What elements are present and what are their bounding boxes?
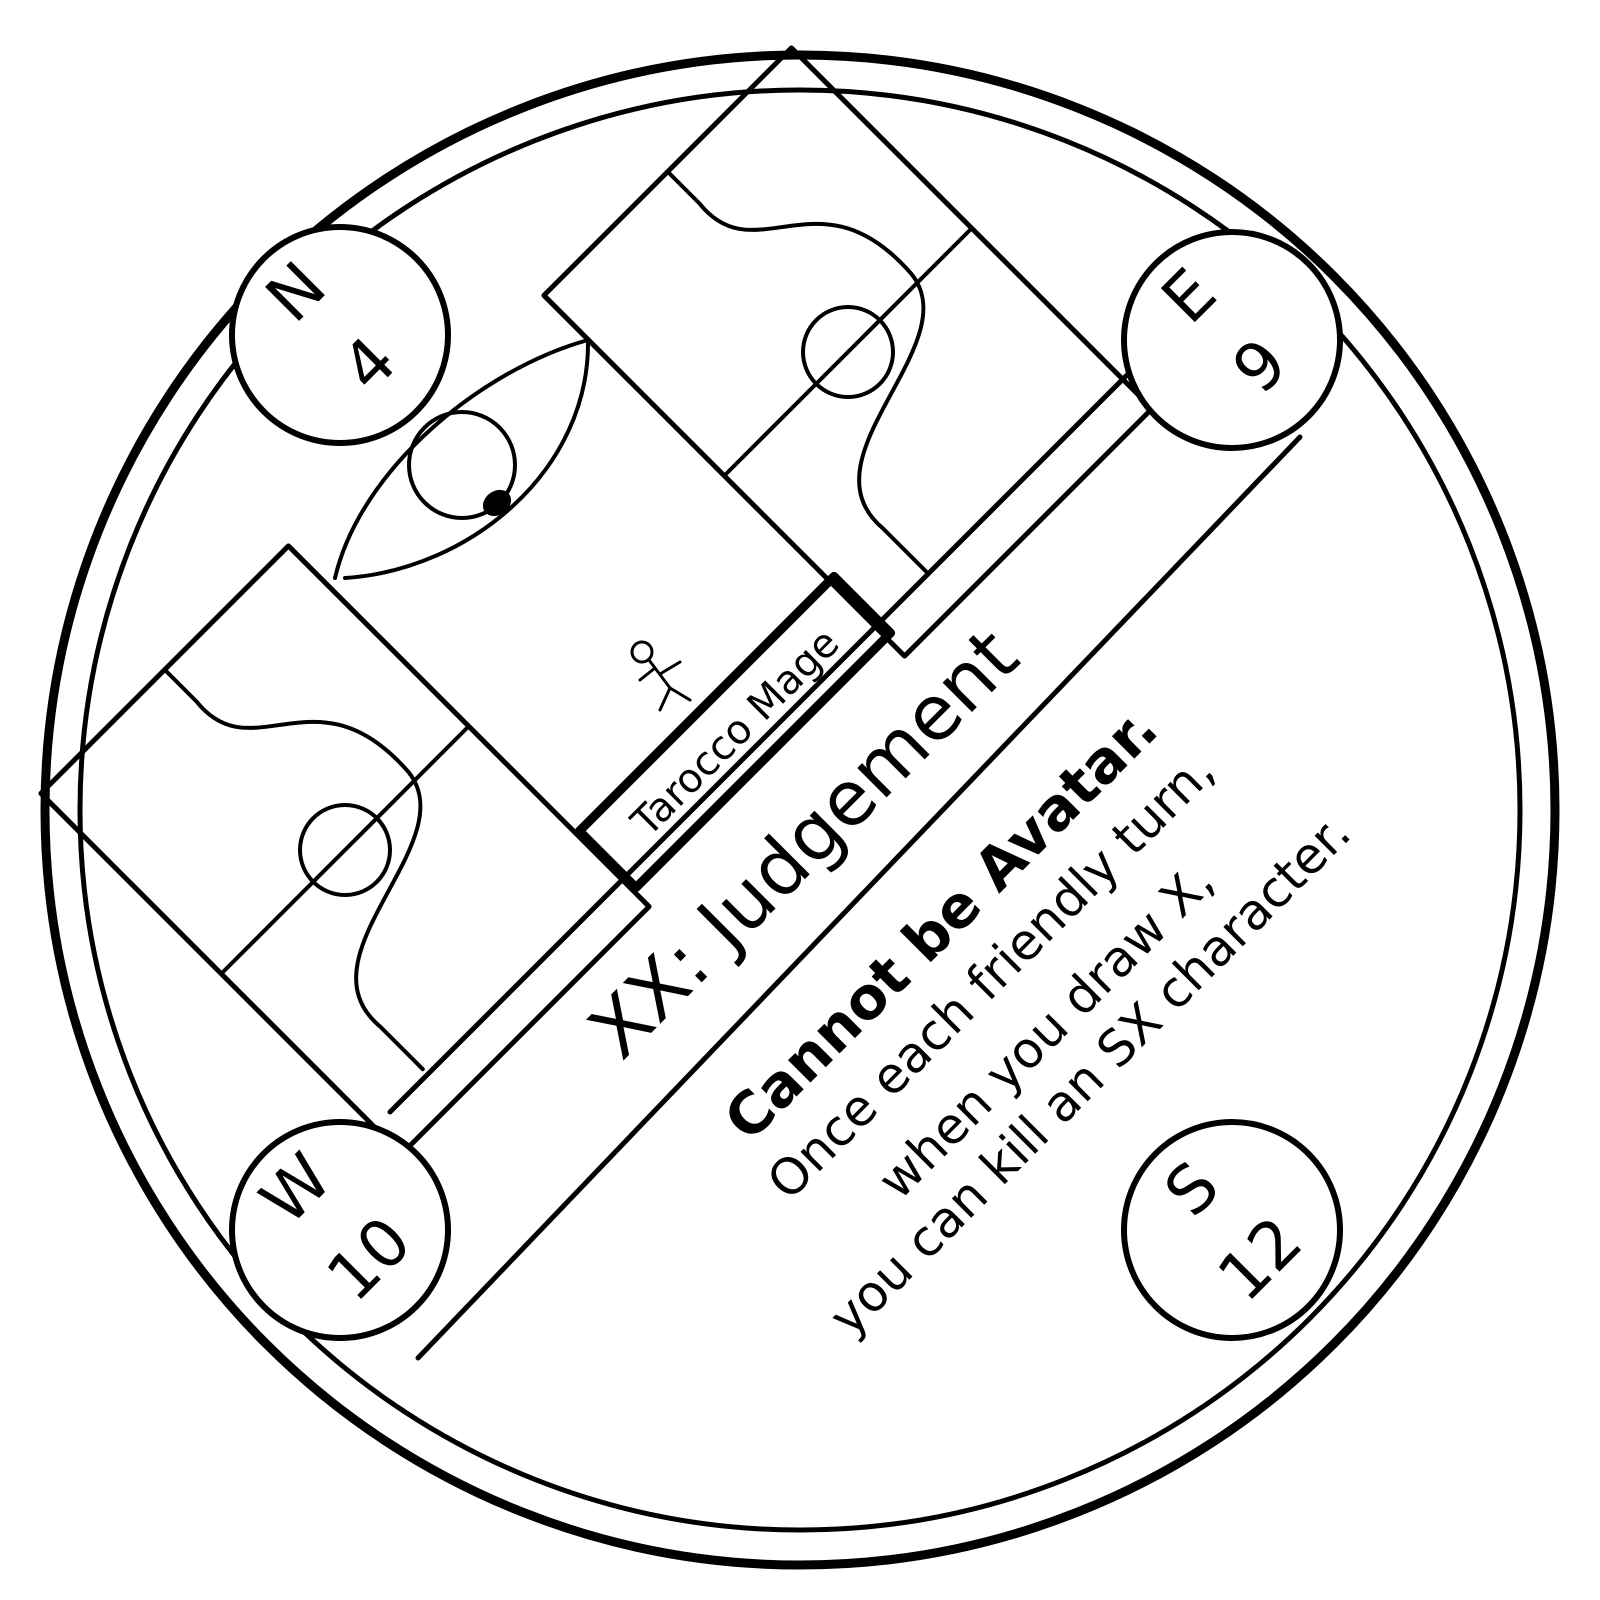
compass-east: E 9	[1121, 229, 1343, 451]
tarot-card-left	[38, 543, 652, 1157]
tarot-card-right	[541, 45, 1155, 659]
compass-south: S 12	[1121, 1119, 1343, 1341]
title-banner	[387, 367, 1303, 1361]
inner-ring	[77, 87, 1523, 1533]
compass-north: N 4	[229, 224, 451, 446]
compass-west: W 10	[229, 1119, 451, 1341]
stick-figure-icon	[630, 640, 692, 712]
eye-icon	[333, 338, 591, 580]
